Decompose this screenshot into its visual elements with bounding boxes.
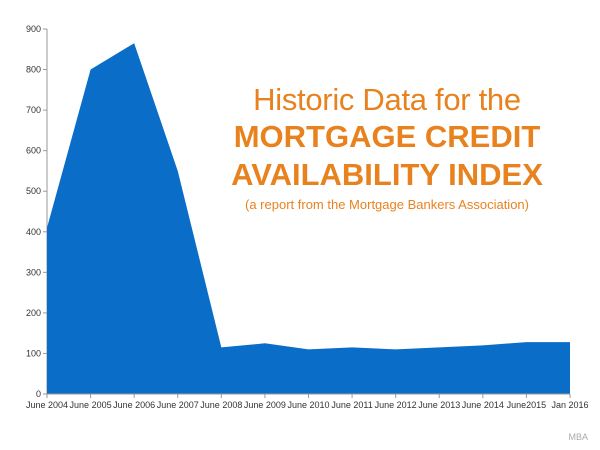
x-tick-label: June 2007	[157, 400, 199, 410]
x-tick-label: June 2010	[287, 400, 329, 410]
y-tick-label: 600	[26, 146, 41, 156]
x-tick-label: June 2009	[244, 400, 286, 410]
plot-area	[46, 43, 571, 394]
x-tick-label: Jan 2016	[551, 400, 588, 410]
chart-subtitle: (a report from the Mortgage Bankers Asso…	[245, 197, 529, 212]
y-tick-label: 300	[26, 267, 41, 277]
y-tick-label: 100	[26, 348, 41, 358]
y-tick-label: 900	[26, 24, 41, 34]
x-tick-label: June 2011	[331, 400, 372, 410]
x-tick-label: June 2005	[70, 400, 112, 410]
y-tick-label: 500	[26, 186, 41, 196]
x-tick-label: June 2013	[418, 400, 460, 410]
y-tick-label: 400	[26, 227, 41, 237]
area-series	[47, 43, 570, 394]
x-tick-label: June 2006	[113, 400, 155, 410]
chart-title-block: Historic Data for the MORTGAGE CREDIT AV…	[222, 82, 552, 214]
x-tick-label: June 2004	[26, 400, 68, 410]
x-tick-label: June2015	[507, 400, 547, 410]
source-label: MBA	[568, 432, 588, 442]
x-tick-label: June 2014	[462, 400, 504, 410]
chart-title-line2: MORTGAGE CREDIT	[233, 119, 541, 154]
x-tick-label: June 2012	[375, 400, 417, 410]
chart-title-line1: Historic Data for the	[253, 82, 521, 117]
y-tick-label: 0	[36, 389, 41, 399]
x-axis-ticks: June 2004 June 2005 June 2006 June 2007 June…	[26, 393, 589, 410]
y-tick-label: 200	[26, 308, 41, 318]
y-axis-ticks: 0 100 200 300 400 500 600 700 800 900	[26, 24, 47, 399]
y-tick-label: 800	[26, 65, 41, 75]
x-tick-label: June 2008	[200, 400, 242, 410]
y-tick-label: 700	[26, 105, 41, 115]
chart-title-line3: AVAILABILITY INDEX	[231, 157, 543, 192]
